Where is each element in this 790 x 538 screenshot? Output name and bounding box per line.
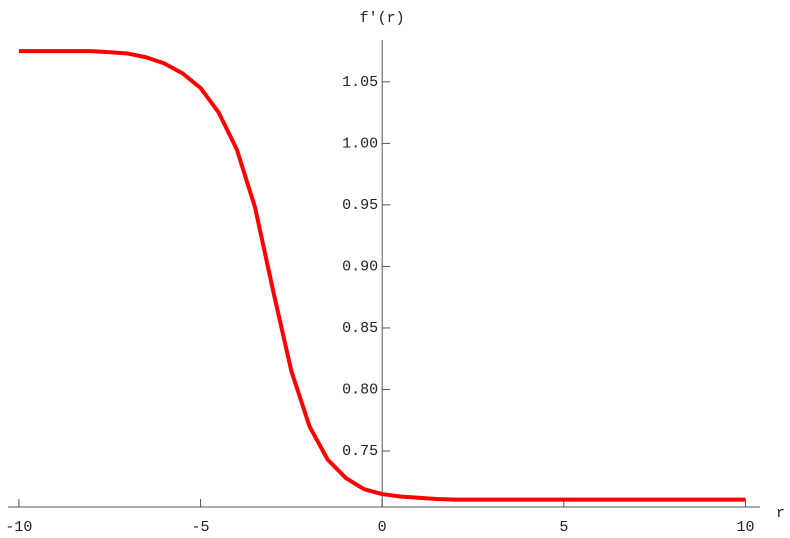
line: [18, 49, 746, 502]
y-tick-label: 0.80: [342, 381, 378, 398]
x-tick-label: -5: [192, 519, 210, 536]
x-axis-label: r: [776, 505, 785, 522]
y-tick-label: 1.05: [342, 74, 378, 91]
y-tick-label: 1.00: [342, 135, 378, 152]
y-axis-label: f′(r): [360, 10, 405, 27]
y-tick-label: 0.95: [342, 197, 378, 214]
x-tick-label: -10: [5, 519, 32, 536]
y-tick-label: 0.75: [342, 443, 378, 460]
x-tick-label: 0: [378, 519, 387, 536]
x-tick-label: 5: [559, 519, 568, 536]
y-tick-label: 0.90: [342, 258, 378, 275]
x-tick-label: 10: [736, 519, 754, 536]
y-tick-label: 0.85: [342, 320, 378, 337]
